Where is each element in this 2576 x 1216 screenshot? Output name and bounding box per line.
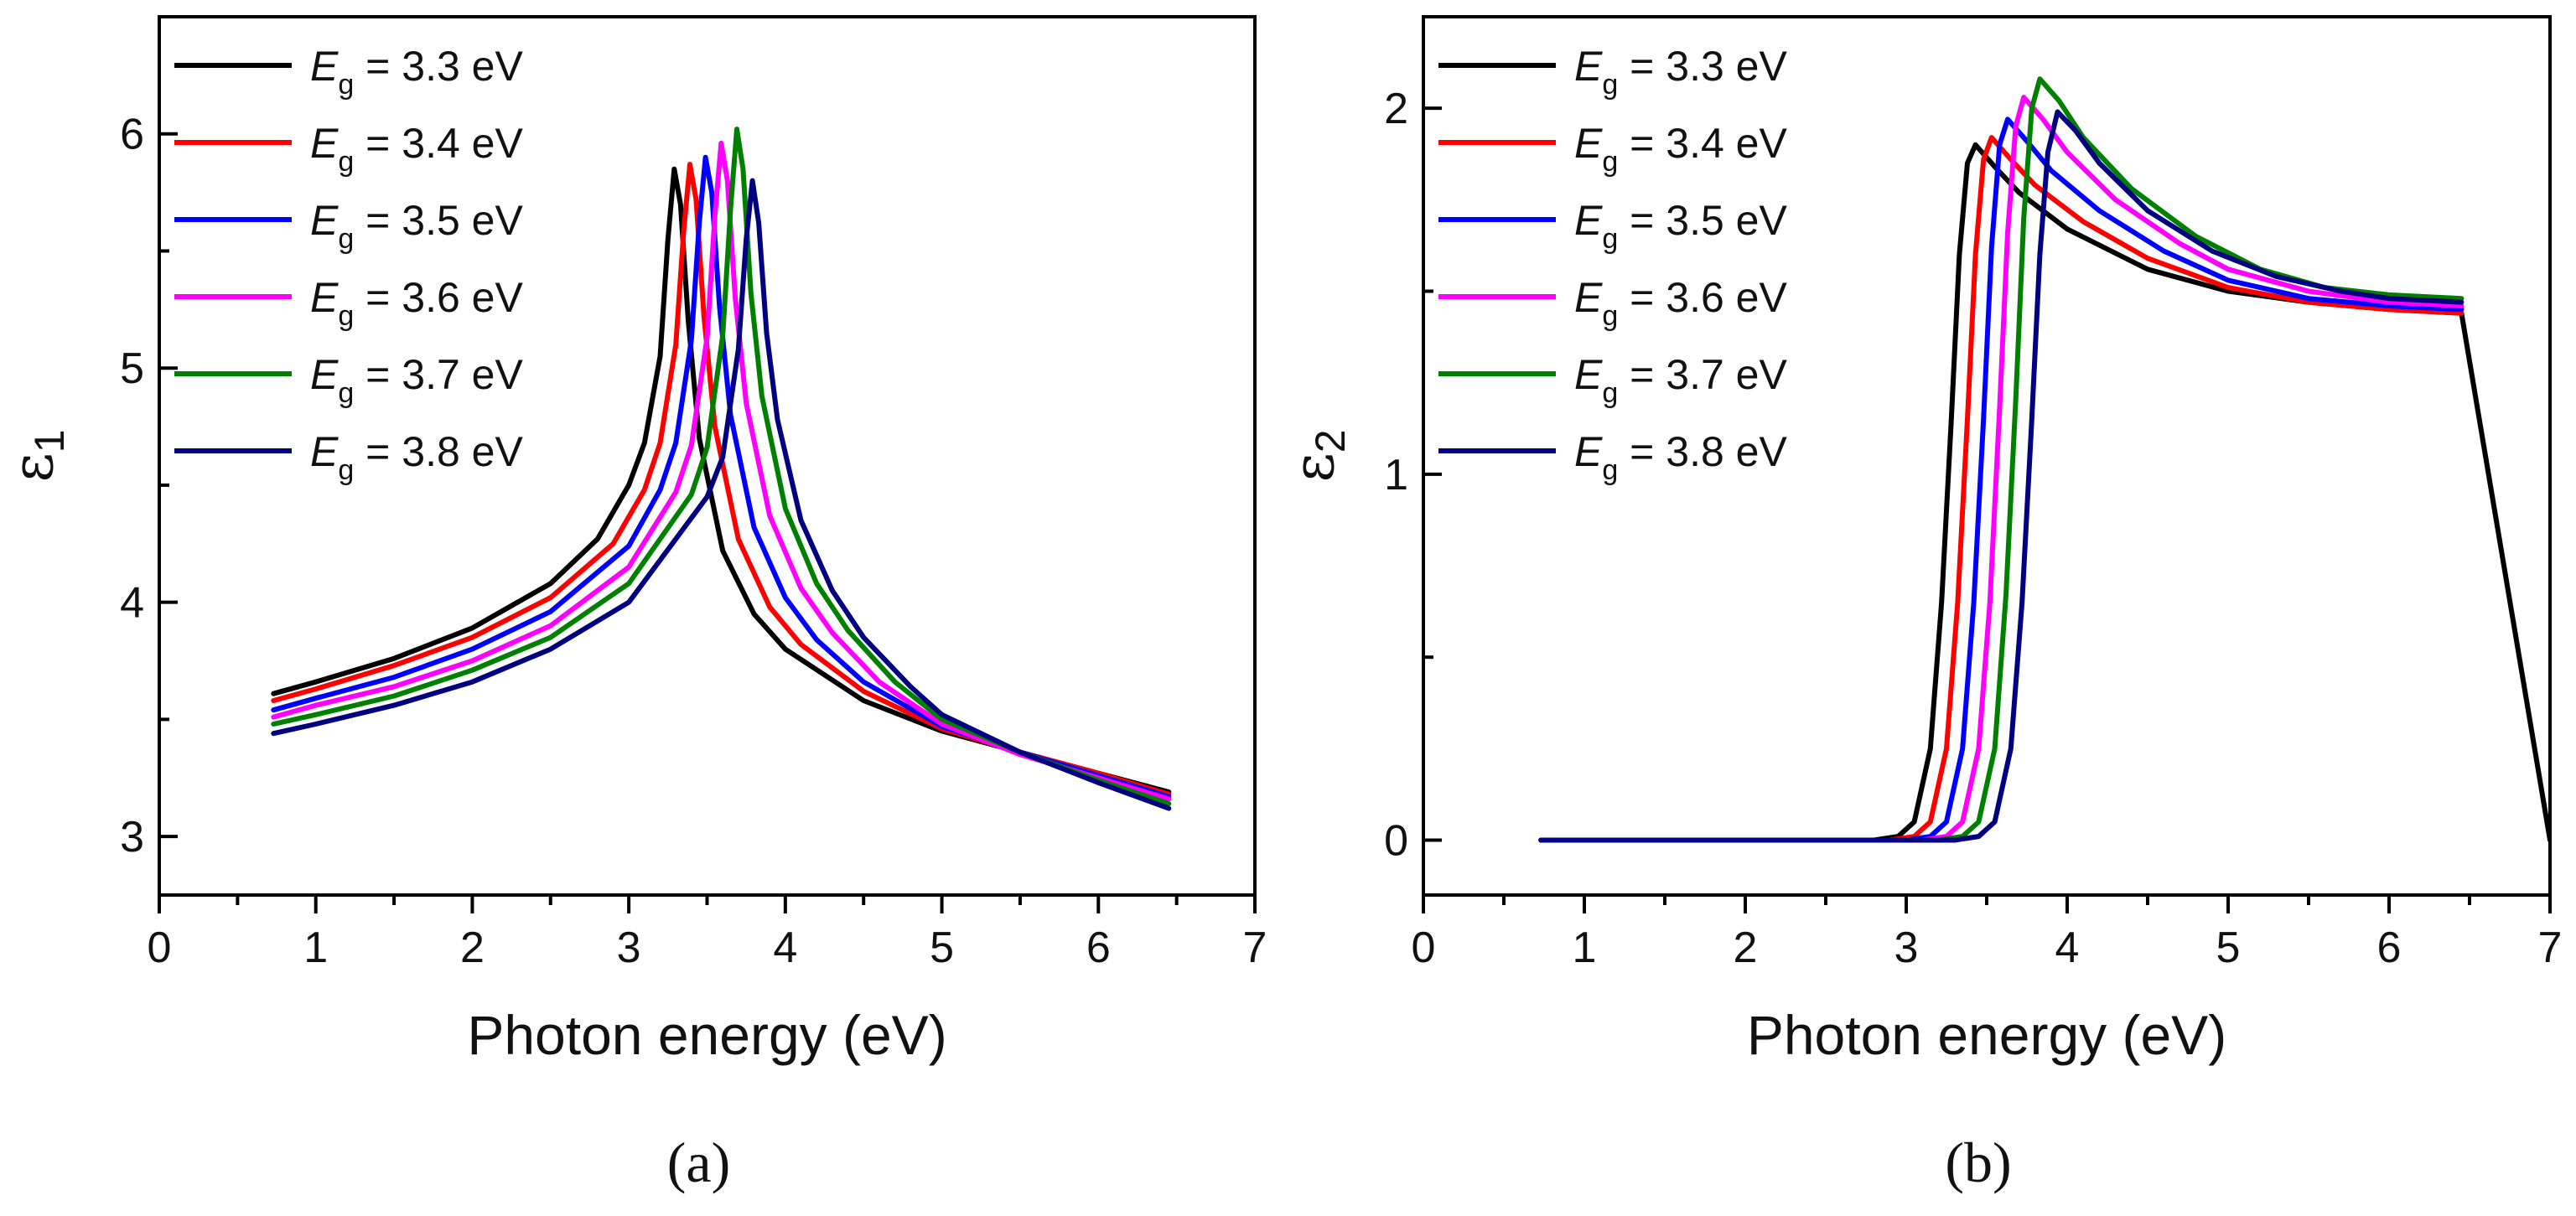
svg-text:ε1: ε1 <box>0 429 73 482</box>
x-tick-label: 6 <box>1086 924 1111 972</box>
series-line-4 <box>1538 95 2465 843</box>
x-tick-label: 3 <box>1894 924 1919 972</box>
x-axis-title: Photon energy (eV) <box>467 1004 946 1066</box>
x-tick-label: 5 <box>930 924 954 972</box>
y-axis-title: ε2 <box>1281 429 1354 482</box>
y-tick-label: 3 <box>120 813 144 862</box>
legend-label-4: Eg = 3.6 eV <box>310 274 523 332</box>
series-line-2 <box>271 162 1172 797</box>
y-tick-label: 2 <box>1384 85 1408 133</box>
legend-label-3: Eg = 3.5 eV <box>310 197 523 255</box>
y-tick-label: 5 <box>120 344 144 393</box>
y-axis-subscript: 2 <box>1307 429 1354 453</box>
x-tick-label: 2 <box>1734 924 1758 972</box>
series-line-3 <box>271 154 1172 799</box>
x-tick-label: 5 <box>2216 924 2241 972</box>
legend-label-4: Eg = 3.6 eV <box>1574 274 1787 332</box>
x-tick-label: 1 <box>1573 924 1597 972</box>
x-tick-label: 3 <box>617 924 641 972</box>
x-axis-title: Photon energy (eV) <box>1747 1004 2226 1066</box>
series-line-1 <box>271 166 1172 794</box>
legend-label-2: Eg = 3.4 eV <box>310 120 523 178</box>
y-axis-title: ε1 <box>0 429 73 482</box>
y-tick-label: 6 <box>120 111 144 159</box>
legend-label-2: Eg = 3.4 eV <box>1574 120 1787 178</box>
x-tick-label: 6 <box>2377 924 2402 972</box>
series-line-5 <box>271 127 1172 806</box>
y-axis-symbol: ε <box>0 453 66 482</box>
legend-label-1: Eg = 3.3 eV <box>1574 43 1787 101</box>
panel-label: (a) <box>667 1131 730 1194</box>
x-tick-label: 2 <box>460 924 485 972</box>
x-tick-label: 4 <box>773 924 797 972</box>
y-tick-label: 1 <box>1384 451 1408 499</box>
series-line-1 <box>1538 142 2550 843</box>
legend-label-5: Eg = 3.7 eV <box>1574 351 1787 409</box>
series-line-6 <box>1538 109 2465 843</box>
x-tick-label: 7 <box>2538 924 2563 972</box>
x-tick-label: 1 <box>303 924 328 972</box>
x-tick-label: 0 <box>1412 924 1436 972</box>
y-tick-label: 4 <box>120 579 144 628</box>
legend-label-5: Eg = 3.7 eV <box>310 351 523 409</box>
series-line-3 <box>1538 116 2465 843</box>
series-line-6 <box>271 178 1172 811</box>
y-axis-subscript: 1 <box>26 429 73 453</box>
svg-text:ε2: ε2 <box>1281 429 1354 482</box>
series-line-4 <box>271 140 1172 802</box>
panel-label: (b) <box>1945 1131 2011 1194</box>
y-tick-label: 0 <box>1384 817 1408 866</box>
legend-label-3: Eg = 3.5 eV <box>1574 197 1787 255</box>
legend-label-6: Eg = 3.8 eV <box>1574 428 1787 486</box>
y-axis-symbol: ε <box>1281 453 1347 482</box>
x-tick-label: 7 <box>1243 924 1267 972</box>
legend-label-1: Eg = 3.3 eV <box>310 43 523 101</box>
legend-label-6: Eg = 3.8 eV <box>310 428 523 486</box>
x-tick-label: 4 <box>2055 924 2080 972</box>
series-line-2 <box>1538 135 2465 843</box>
x-tick-label: 0 <box>148 924 172 972</box>
